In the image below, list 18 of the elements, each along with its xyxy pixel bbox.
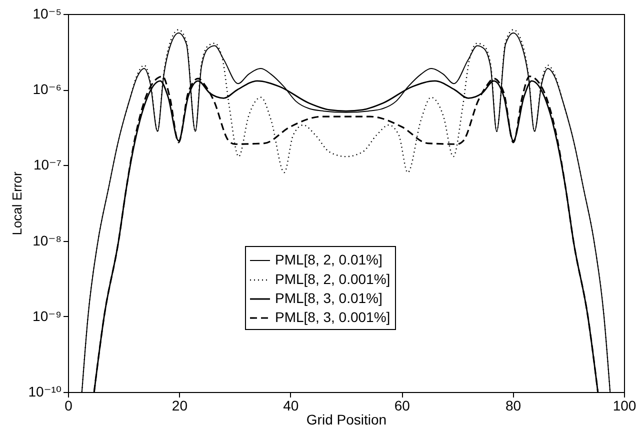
x-tick-label: 60 bbox=[394, 398, 410, 414]
legend-label: PML[8, 2, 0.01%] bbox=[275, 252, 382, 268]
y-tick-label: 10⁻⁷ bbox=[33, 156, 62, 173]
y-axis-title: Local Error bbox=[9, 171, 24, 236]
y-tick-label: 10⁻⁶ bbox=[32, 81, 62, 98]
x-tick-label: 100 bbox=[612, 398, 636, 414]
x-tick-label: 0 bbox=[64, 398, 73, 414]
x-tick-label: 40 bbox=[283, 398, 299, 414]
y-tick-label: 10⁻⁸ bbox=[32, 232, 62, 248]
x-tick-label: 80 bbox=[506, 398, 522, 414]
x-axis-title: Grid Position bbox=[306, 412, 387, 428]
x-tick-label: 20 bbox=[172, 398, 188, 414]
legend-label: PML[8, 2, 0.001%] bbox=[275, 271, 390, 287]
y-tick-label: 10⁻¹⁰ bbox=[28, 384, 62, 400]
legend-label: PML[8, 3, 0.01%] bbox=[275, 290, 382, 306]
y-tick-label: 10⁻⁵ bbox=[32, 6, 62, 22]
y-tick-label: 10⁻⁹ bbox=[32, 308, 62, 324]
legend-label: PML[8, 3, 0.001%] bbox=[275, 309, 390, 325]
